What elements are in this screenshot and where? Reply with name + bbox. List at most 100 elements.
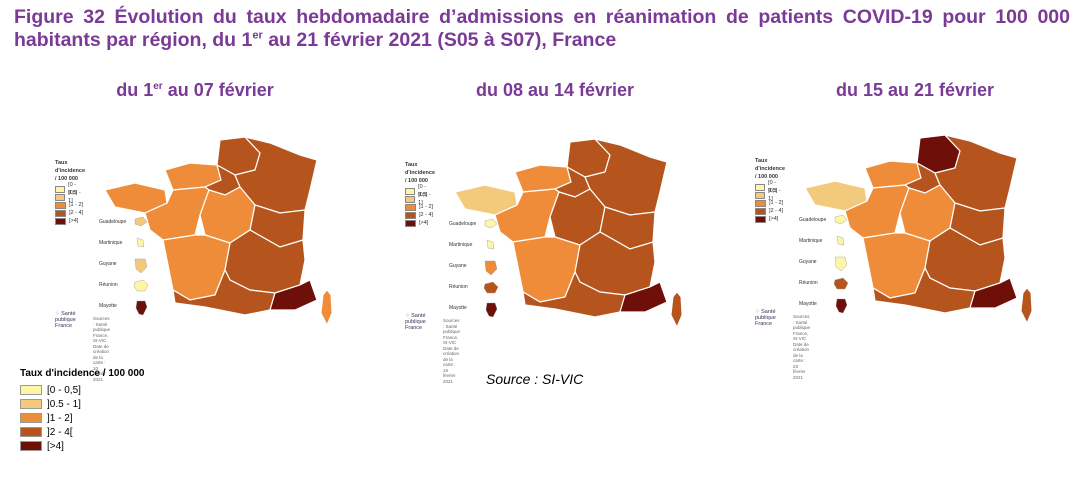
map-source-line: Date de création de la carte : 16 févrie… [443,345,460,384]
map-source-line: Date de création de la carte : 23 févrie… [793,341,810,380]
region-provence-alpes-cote-dazur [969,277,1018,309]
france-map [804,133,1033,325]
map-source-note: Sources : Santé publique France, SI-VIC D… [793,314,810,380]
mini-legend-swatch [755,191,766,199]
overseas-label: Mayotte [99,303,117,309]
region-provence-alpes-cote-dazur [269,279,318,311]
region-occitanie [522,270,626,318]
overseas-label: Guyane [449,263,467,269]
mini-legend-label: [>4] [419,220,429,226]
mini-legend-label: ]2 - 4] [769,208,784,214]
region-corse [320,289,333,327]
legend-label: ]0.5 - 1] [47,398,81,410]
mini-legend-swatch [55,217,66,225]
mini-legend-swatch [55,209,66,217]
mini-legend-item: [0 - 0,5] [405,184,435,198]
mini-legend-label: [0 - 0,5] [768,180,778,194]
map-source-line: Sources : Santé publique France, SI-VIC [93,316,111,343]
mini-legend-swatch [405,211,416,219]
overseas-label: Guadeloupe [99,219,127,225]
overseas-guyane [484,260,498,276]
france-map [104,135,333,327]
mini-legend-label: ]2 - 4] [419,212,434,218]
region-occitanie [172,268,276,316]
logo-dots-icon: ⁘ [405,313,412,319]
region-occitanie [872,266,976,314]
mini-legend-label: ]0,5 - 1] [68,190,81,204]
logo-dots-icon: ⁘ [755,309,762,315]
logo-dots-icon: ⁘ [55,311,62,317]
mini-legend-swatch [755,215,766,223]
overseas-label: Guadeloupe [799,217,827,223]
mini-legend-label: [>4] [69,218,79,224]
overseas-reunion [833,277,849,290]
map-source-line: Sources : Santé publique France, SI-VIC [793,314,811,341]
overseas-guadeloupe [134,216,148,227]
sante-publique-logo: ⁘ Santé publique France [405,313,426,331]
overseas-label: Guyane [799,259,817,265]
legend-swatch [20,385,42,395]
overseas-guadeloupe [484,218,498,229]
mini-legend-item: [>4] [755,215,785,223]
mini-legend-label: ]0,5 - 1] [418,192,431,206]
overseas-mayotte [835,298,848,314]
mini-legend: Taux d'incidence / 100 000 [0 - 0,5]]0,5 … [55,159,85,225]
legend-swatch [20,427,42,437]
mini-legend-item: ]0,5 - 1] [55,190,85,204]
mini-legend-item: [0 - 0,5] [55,182,85,196]
overseas-label: Mayotte [449,305,467,311]
overseas-reunion [483,281,499,294]
mini-legend-label: ]1 - 2] [419,204,434,210]
logo-text: Santé publique France [55,311,76,329]
mini-legend-swatch [405,219,416,227]
mini-legend-swatch [755,207,766,215]
mini-legend-label: [0 - 0,5] [68,182,78,196]
overseas-martinique [836,235,845,246]
map-title-week-2: du 08 au 14 février [475,80,635,100]
mini-legend-item: [0 - 0,5] [755,180,785,194]
overseas-label: Réunion [799,280,818,286]
mini-legend-item: ]2 - 4] [755,207,785,215]
mini-legend-label: ]1 - 2] [69,202,84,208]
legend-label: ]2 - 4[ [47,426,73,438]
overseas-mayotte [135,300,148,316]
sante-publique-logo: ⁘ Santé publique France [55,311,76,329]
mini-legend-swatch [55,185,66,193]
legend-title: Taux d'incidence / 100 000 [20,368,145,379]
legend-item: [>4] [20,439,144,453]
region-corse [670,291,683,329]
region-provence-alpes-cote-dazur [619,281,668,313]
overseas-label: Réunion [449,284,468,290]
mini-legend-item: ]1 - 2] [755,199,785,207]
legend-swatch [20,413,42,423]
main-legend: Taux d'incidence / 100 000 [0 - 0,5]]0.5… [20,368,144,453]
mini-legend-swatch [55,193,66,201]
mini-legend-swatch [755,183,766,191]
overseas-label: Martinique [449,242,473,248]
legend-item: [0 - 0,5] [20,383,144,397]
legend-item: ]1 - 2] [20,411,144,425]
mini-legend-label: ]1 - 2] [769,200,784,206]
map-source-note: Sources : Santé publique France, SI-VIC D… [443,318,460,384]
mini-legend: Taux d'incidence / 100 000 [0 - 0,5]]0,5 … [755,157,785,223]
map-source-note: Sources : Santé publique France, SI-VIC D… [93,316,110,382]
mini-legend-label: [>4] [769,216,779,222]
map-source-line: Date de création de la carte : 10 févrie… [93,343,110,382]
overseas-guyane [834,256,848,272]
mini-legend-title: Taux d'incidence / 100 000 [755,158,786,180]
overseas-label: Guadeloupe [449,221,477,227]
legend-label: [>4] [47,440,64,452]
overseas-label: Martinique [99,240,123,246]
mini-legend-swatch [755,199,766,207]
legend-swatch [20,441,42,451]
overseas-reunion [133,279,149,292]
mini-legend-item: [>4] [55,217,85,225]
legend-swatch [20,399,42,409]
overseas-guyane [134,258,148,274]
mini-legend-item: ]1 - 2] [55,201,85,209]
overseas-label: Martinique [799,238,823,244]
mini-legend-label: [0 - 0,5] [418,184,428,198]
mini-legend-label: ]2 - 4] [69,210,84,216]
mini-legend-item: ]0,5 - 1] [405,192,435,206]
logo-text: Santé publique France [405,313,426,331]
